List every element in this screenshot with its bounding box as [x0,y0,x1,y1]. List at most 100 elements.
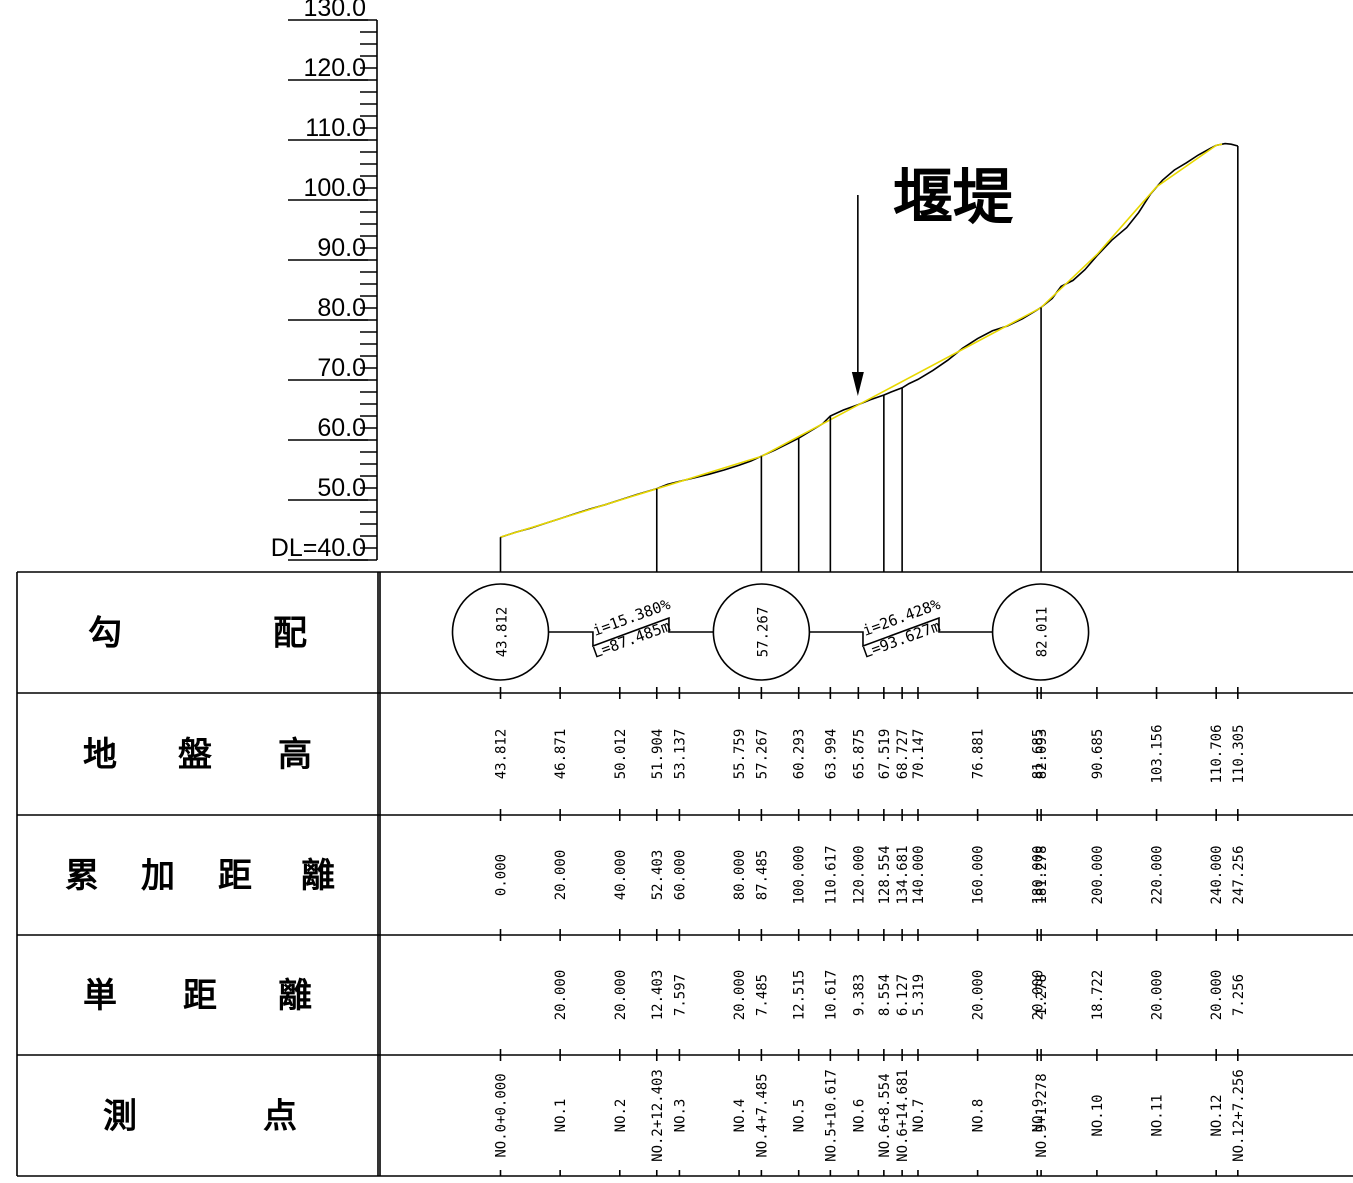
gradient-elevation-label: 43.812 [495,607,511,658]
scale-label: 100.0 [303,174,366,202]
single-distance-label: 9.383 [851,974,867,1016]
station-name-label: NO.12+7.256 [1231,1069,1247,1162]
ground-profile [499,142,1239,572]
station-name-label: NO.10 [1090,1094,1106,1136]
station-name-label: NO.6+8.554 [877,1073,893,1157]
header-single-char: 離 [278,976,312,1016]
ground-height-label: 110.706 [1209,724,1225,783]
ground-height-label: 63.994 [823,729,839,780]
cumulative-distance-label: 40.000 [613,850,629,901]
scale-label: 70.0 [317,354,366,382]
single-distance-label: 7.256 [1231,974,1247,1016]
header-cumulative-char: 累 [65,856,99,896]
single-distance-label: 1.278 [1034,974,1050,1016]
cumulative-distance-label: 180.000 [1030,845,1046,904]
cumulative-distance-label: 0.000 [494,854,510,896]
cumulative-distance-label: 80.000 [732,850,748,901]
cumulative-distance-label: 134.681 [895,845,911,904]
cumulative-distance-label: 220.000 [1150,845,1166,904]
gradient-elevation-label: 82.011 [1035,607,1051,658]
header-cumulative-char: 加 [141,856,175,896]
ground-height-label: 55.759 [732,729,748,780]
ground-height-label: 70.147 [911,729,927,780]
data-table: 勾配地盤高累加距離単距離測 点43.812 57.267 82.011i=15.380… [16,571,1353,1177]
scale-label: 60.0 [317,414,366,442]
station-name-label: NO.5 [792,1099,808,1133]
ground-height-label: 43.812 [494,729,510,780]
ground-height-label: 50.012 [613,729,629,780]
cumulative-distance-label: 200.000 [1090,845,1106,904]
single-distance-label: 10.617 [823,970,839,1021]
header-single-char: 単 [83,976,117,1016]
station-name-label: NO.9 [1030,1099,1046,1133]
station-name-label: NO.6+14.681 [895,1069,911,1162]
single-distance-label: 20.000 [732,970,748,1021]
single-distance-label: 12.515 [792,970,808,1021]
header-ground-char: 地 [83,735,117,775]
cumulative-distance-label: 120.000 [851,845,867,904]
weir-annotation: 堰堤 [851,163,1014,396]
design-line [500,143,1223,538]
scale-label: 120.0 [303,54,366,82]
single-distance-label: 20.000 [1150,970,1166,1021]
station-name-label: NO.2 [613,1099,629,1133]
single-distance-label: 20.000 [971,970,987,1021]
header-ground-char: 高 [278,735,312,775]
cumulative-distance-label: 110.617 [823,845,839,904]
cumulative-distance-label: 240.000 [1209,845,1225,904]
station-name-label: NO.12 [1209,1094,1225,1136]
scale-label: 90.0 [317,234,366,262]
header-ground-char: 盤 [178,735,212,775]
single-distance-label: 20.000 [1209,970,1225,1021]
ground-height-label: 90.685 [1090,729,1106,780]
single-distance-label: 20.000 [1030,970,1046,1021]
single-distance-label: 12.403 [650,970,666,1021]
cumulative-distance-label: 160.000 [971,845,987,904]
station-name-label: NO.4 [732,1099,748,1133]
gradient-segment-line [809,616,993,648]
single-distance-label: 6.127 [895,974,911,1016]
scale-label: 130.0 [303,0,366,22]
station-name-label: NO.2+12.403 [650,1069,666,1162]
ground-height-label: 67.519 [877,729,893,780]
station-name-label: NO.5+10.617 [823,1069,839,1162]
station-name-label: NO.7 [911,1099,927,1133]
ground-height-label: 46.871 [553,729,569,780]
gradient-segment-line [548,616,714,648]
station-name-label: NO.4+7.485 [754,1073,770,1157]
ground-height-label: 68.727 [895,729,911,780]
single-distance-label: 18.722 [1090,970,1106,1021]
station-name-label: NO.3 [672,1099,688,1133]
cumulative-distance-label: 87.485 [754,850,770,901]
header-single-char: 距 [183,976,217,1016]
single-distance-label: 20.000 [613,970,629,1021]
scale-label: 80.0 [317,294,366,322]
scale-label: 110.0 [305,114,366,142]
station-name-label: NO.8 [971,1099,987,1133]
scale-label: 50.0 [317,474,366,502]
ground-height-label: 51.904 [650,729,666,780]
ground-height-label: 60.293 [792,729,808,780]
cumulative-distance-label: 20.000 [553,850,569,901]
ground-line [500,142,1239,538]
station-name-label: NO.1 [553,1099,569,1133]
header-gradient-char: 配 [273,614,307,654]
ground-height-label: 110.305 [1231,724,1247,783]
cumulative-distance-label: 100.000 [792,845,808,904]
header-station-char: 点 [263,1097,297,1137]
ground-height-label: 103.156 [1150,724,1166,783]
cumulative-distance-label: 52.403 [650,850,666,901]
ground-height-label: 76.881 [971,729,987,780]
elevation-scale: 130.0 120.0 110.0 100.0 90.0 80.0 70.0 60.0 50.0… [271,0,378,562]
gradient-elevation-label: 57.267 [755,607,771,658]
station-name-label: NO.6 [851,1099,867,1133]
cumulative-distance-label: 247.256 [1231,845,1247,904]
ground-height-label: 81.685 [1030,729,1046,780]
header-cumulative-char: 距 [218,856,252,896]
single-distance-label: 5.319 [911,974,927,1016]
station-name-label: NO.11 [1150,1094,1166,1136]
cumulative-distance-label: 60.000 [672,850,688,901]
ground-height-label: 57.267 [754,729,770,780]
header-station-char: 測 [103,1097,137,1137]
cumulative-distance-label: 140.000 [911,845,927,904]
